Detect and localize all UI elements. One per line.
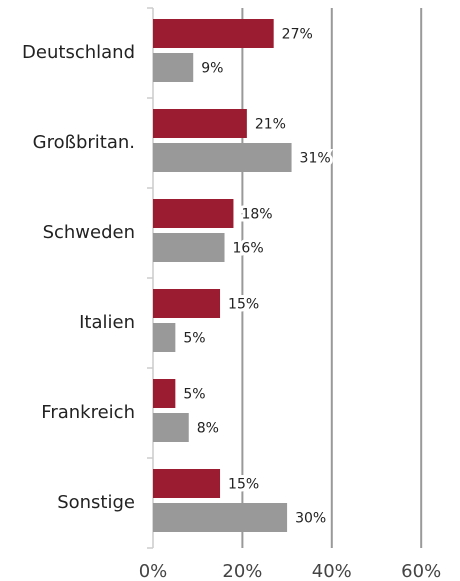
bar xyxy=(153,233,225,262)
x-tick-label: 60% xyxy=(401,561,441,581)
bar xyxy=(153,503,288,532)
y-tick-label: Deutschland xyxy=(22,42,135,63)
data-label: 16% xyxy=(233,241,264,257)
data-label: 9% xyxy=(201,61,223,77)
bar xyxy=(153,19,274,48)
data-label: 5% xyxy=(183,387,205,403)
data-label: 27% xyxy=(282,27,313,43)
bar xyxy=(153,199,234,228)
data-label: 15% xyxy=(228,477,259,493)
data-label: 5% xyxy=(183,331,205,347)
data-label: 15% xyxy=(228,297,259,313)
x-tick-label: 20% xyxy=(222,561,262,581)
y-tick-label: Sonstige xyxy=(57,492,135,513)
y-tick-label: Schweden xyxy=(43,222,135,243)
bar xyxy=(153,289,221,318)
bar xyxy=(153,53,194,82)
data-label: 8% xyxy=(197,421,219,437)
data-label: 30% xyxy=(295,511,326,527)
bar xyxy=(153,469,221,498)
data-label: 21% xyxy=(255,117,286,133)
y-tick-label: Italien xyxy=(79,312,135,333)
x-tick-label: 0% xyxy=(139,561,168,581)
data-label: 18% xyxy=(241,207,272,223)
y-tick-label: Frankreich xyxy=(41,402,135,423)
bar xyxy=(153,323,176,352)
bar xyxy=(153,109,247,138)
bar xyxy=(153,379,176,408)
data-label: 31% xyxy=(300,151,331,167)
x-tick-label: 40% xyxy=(312,561,352,581)
bar xyxy=(153,413,189,442)
bar xyxy=(153,143,292,172)
y-tick-label: Großbritan. xyxy=(33,132,135,153)
